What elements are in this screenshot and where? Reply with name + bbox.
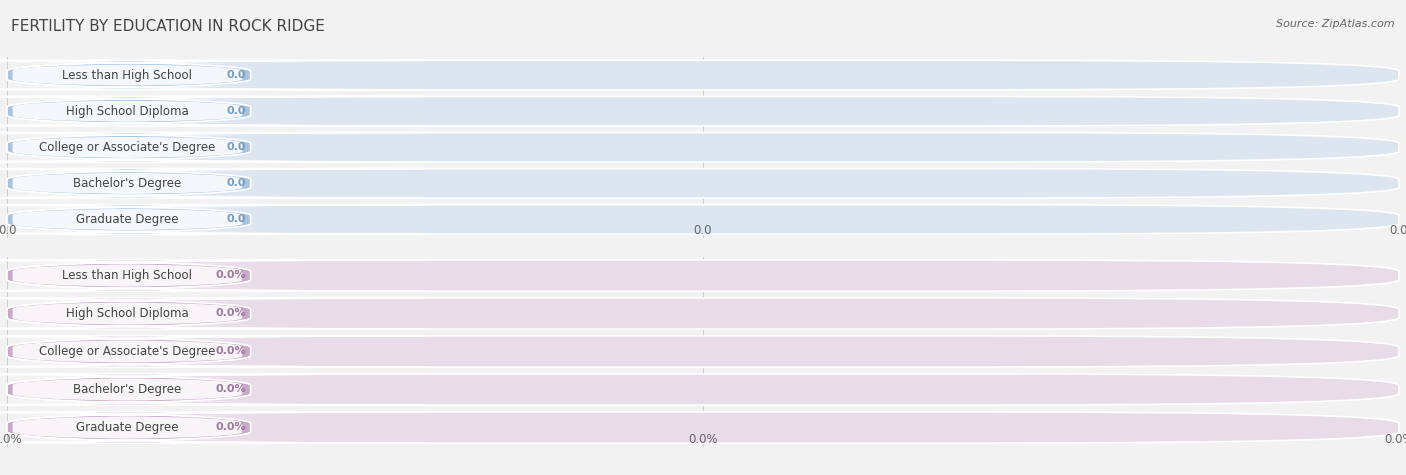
FancyBboxPatch shape bbox=[0, 135, 305, 159]
FancyBboxPatch shape bbox=[7, 205, 1399, 234]
Text: 0.0: 0.0 bbox=[226, 178, 246, 189]
FancyBboxPatch shape bbox=[0, 171, 305, 195]
FancyBboxPatch shape bbox=[7, 260, 1399, 291]
FancyBboxPatch shape bbox=[0, 412, 425, 443]
Text: 0.0%: 0.0% bbox=[215, 270, 246, 281]
FancyBboxPatch shape bbox=[0, 336, 425, 367]
Text: 0.0: 0.0 bbox=[1389, 224, 1406, 237]
Text: 0.0: 0.0 bbox=[226, 214, 246, 225]
FancyBboxPatch shape bbox=[0, 263, 305, 288]
FancyBboxPatch shape bbox=[0, 208, 305, 231]
Text: High School Diploma: High School Diploma bbox=[66, 104, 188, 118]
Text: 0.0: 0.0 bbox=[226, 106, 246, 116]
Text: Less than High School: Less than High School bbox=[62, 68, 193, 82]
FancyBboxPatch shape bbox=[7, 298, 1399, 329]
FancyBboxPatch shape bbox=[0, 415, 305, 440]
Text: Source: ZipAtlas.com: Source: ZipAtlas.com bbox=[1277, 19, 1395, 29]
Text: Bachelor's Degree: Bachelor's Degree bbox=[73, 177, 181, 190]
FancyBboxPatch shape bbox=[0, 205, 425, 234]
Text: College or Associate's Degree: College or Associate's Degree bbox=[39, 141, 215, 154]
Text: 0.0%: 0.0% bbox=[1384, 433, 1406, 446]
FancyBboxPatch shape bbox=[0, 377, 305, 402]
FancyBboxPatch shape bbox=[0, 169, 425, 198]
FancyBboxPatch shape bbox=[7, 169, 1399, 198]
FancyBboxPatch shape bbox=[0, 60, 425, 90]
FancyBboxPatch shape bbox=[7, 60, 1399, 90]
FancyBboxPatch shape bbox=[0, 339, 305, 364]
FancyBboxPatch shape bbox=[7, 412, 1399, 443]
FancyBboxPatch shape bbox=[7, 133, 1399, 162]
FancyBboxPatch shape bbox=[0, 301, 305, 326]
Text: 0.0%: 0.0% bbox=[215, 346, 246, 357]
Text: Graduate Degree: Graduate Degree bbox=[76, 213, 179, 226]
FancyBboxPatch shape bbox=[0, 374, 425, 405]
Text: Less than High School: Less than High School bbox=[62, 269, 193, 282]
Text: High School Diploma: High School Diploma bbox=[66, 307, 188, 320]
Text: 0.0: 0.0 bbox=[0, 224, 17, 237]
Text: 0.0: 0.0 bbox=[226, 142, 246, 152]
Text: 0.0%: 0.0% bbox=[688, 433, 718, 446]
FancyBboxPatch shape bbox=[0, 96, 425, 126]
Text: 0.0%: 0.0% bbox=[215, 308, 246, 319]
FancyBboxPatch shape bbox=[0, 298, 425, 329]
Text: College or Associate's Degree: College or Associate's Degree bbox=[39, 345, 215, 358]
FancyBboxPatch shape bbox=[0, 99, 305, 123]
FancyBboxPatch shape bbox=[0, 260, 425, 291]
Text: 0.0%: 0.0% bbox=[215, 422, 246, 433]
Text: 0.0%: 0.0% bbox=[0, 433, 22, 446]
Text: Graduate Degree: Graduate Degree bbox=[76, 421, 179, 434]
FancyBboxPatch shape bbox=[7, 336, 1399, 367]
Text: 0.0: 0.0 bbox=[226, 70, 246, 80]
Text: FERTILITY BY EDUCATION IN ROCK RIDGE: FERTILITY BY EDUCATION IN ROCK RIDGE bbox=[11, 19, 325, 34]
FancyBboxPatch shape bbox=[0, 133, 425, 162]
Text: 0.0%: 0.0% bbox=[215, 384, 246, 395]
Text: 0.0: 0.0 bbox=[693, 224, 713, 237]
FancyBboxPatch shape bbox=[7, 96, 1399, 126]
FancyBboxPatch shape bbox=[0, 63, 305, 87]
Text: Bachelor's Degree: Bachelor's Degree bbox=[73, 383, 181, 396]
FancyBboxPatch shape bbox=[7, 374, 1399, 405]
